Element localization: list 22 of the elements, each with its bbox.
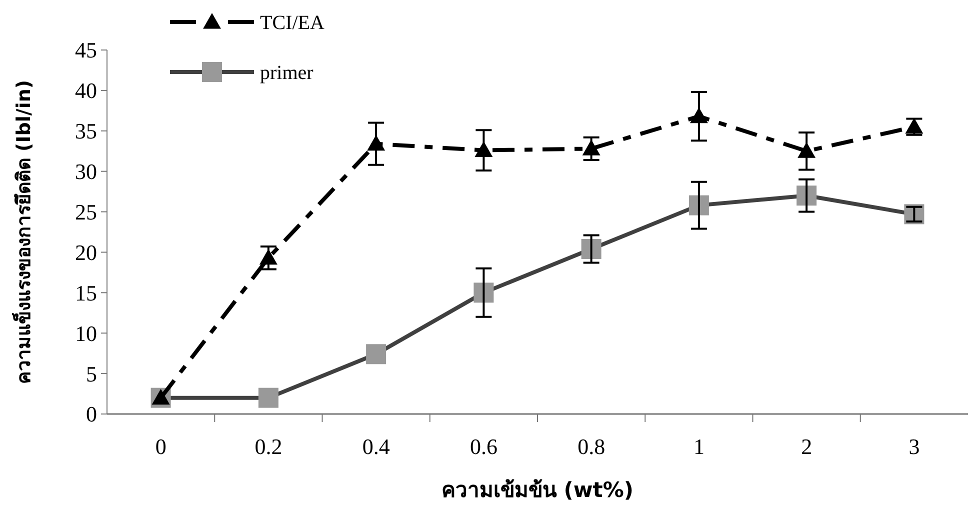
x-tick-label: 0.2 <box>254 434 282 459</box>
x-tick-label: 3 <box>908 434 920 459</box>
y-tick-label: 35 <box>75 118 97 144</box>
y-tick-label: 30 <box>75 159 97 184</box>
x-tick-label: 0.6 <box>470 434 498 459</box>
legend-label: TCI/EA <box>260 12 325 34</box>
x-tick-label: 2 <box>801 434 812 459</box>
y-tick-label: 40 <box>75 78 97 104</box>
x-tick-label: 0 <box>155 434 166 459</box>
x-axis-title: ความเข้มข้น (wt%) <box>442 478 634 502</box>
y-tick-label: 5 <box>86 361 97 386</box>
legend-label: primer <box>260 62 314 84</box>
y-tick-label: 45 <box>75 38 97 63</box>
y-tick-label: 25 <box>75 199 97 224</box>
x-tick-label: 0.8 <box>578 434 606 459</box>
y-tick-label: 10 <box>75 320 97 346</box>
y-axis-title: ความแข็งแรงของการยึดติด (Ibl/in) <box>11 80 35 384</box>
y-tick-label: 0 <box>86 402 97 427</box>
y-tick-label: 20 <box>75 240 97 265</box>
x-tick-label: 1 <box>693 434 704 459</box>
y-tick-label: 15 <box>75 280 97 306</box>
x-tick-label: 0.4 <box>362 434 390 459</box>
